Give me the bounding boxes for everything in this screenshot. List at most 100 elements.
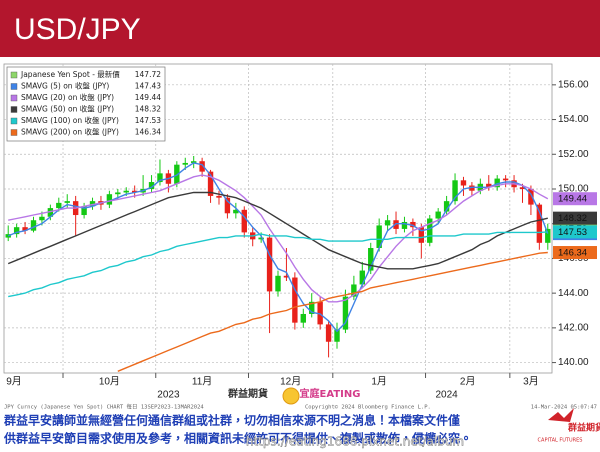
candle-body: [452, 180, 458, 202]
disclaimer: 供群益早安節目需求使用及參考，相關資訊未經許可不得提供、複製或散佈，侵權必究。: [3, 431, 472, 446]
x-tick-label: 12月: [280, 376, 301, 388]
candle-body: [502, 178, 509, 181]
ma-line: [117, 251, 548, 372]
y-tick-label: 154.00: [558, 114, 589, 125]
candle-body: [359, 270, 366, 285]
x-tick-label: 11月: [192, 376, 212, 388]
x-tick-label: 9月: [6, 376, 22, 388]
y-tick-label: 150.00: [558, 184, 589, 195]
logo-mark: [548, 408, 574, 422]
watermark: https://eating1688.pixnet.net/album: [246, 435, 464, 449]
x-tick-label: 3月: [523, 376, 539, 388]
candle-body: [216, 195, 222, 198]
last-value-label: 147.53: [558, 227, 587, 238]
candle-body: [368, 248, 374, 271]
candle-body: [325, 324, 332, 342]
candle-body: [545, 228, 551, 243]
legend-value: 147.72: [135, 70, 161, 79]
candle-body: [486, 183, 492, 188]
candle-body: [123, 190, 129, 193]
copyright: Copyright© 2024 Bloomberg Finance L.P.: [305, 405, 431, 411]
logo-right: 群益期貨: [567, 422, 600, 434]
candle-body: [519, 187, 526, 189]
candle-body: [469, 185, 475, 191]
legend-label: SMAVG (50) on 收盤 (JPY): [21, 104, 114, 114]
candle-body: [443, 201, 450, 212]
last-value-label: 148.32: [558, 213, 587, 224]
y-tick-label: 152.00: [558, 149, 589, 160]
title-banner: [0, 0, 600, 57]
candle-body: [115, 192, 121, 195]
last-value-tag: [553, 192, 597, 206]
candle-body: [64, 201, 70, 203]
y-tick-label: 156.00: [558, 79, 589, 90]
candle-body: [241, 209, 247, 233]
candle-body: [384, 220, 391, 226]
candle-body: [224, 197, 231, 214]
y-tick-label: 140.00: [558, 357, 589, 368]
x-year-label: 2023: [157, 390, 180, 401]
candle-body: [89, 201, 96, 207]
candle-body: [22, 227, 28, 231]
candle-body: [536, 204, 543, 243]
candle-body: [309, 301, 315, 314]
candle-body: [148, 182, 155, 189]
legend-swatch: [10, 117, 18, 125]
candle-body: [334, 329, 340, 342]
legend-swatch: [10, 129, 18, 136]
legend-value: 146.34: [135, 128, 161, 137]
candle-body: [435, 211, 441, 219]
candle-body: [190, 161, 197, 163]
candle-body: [410, 221, 416, 228]
candle-body: [131, 190, 138, 193]
last-value-label: 146.34: [558, 248, 587, 259]
candle-body: [157, 173, 163, 183]
candle-body: [283, 275, 290, 278]
candle-body: [300, 313, 306, 323]
sun-icon: [282, 387, 300, 405]
legend-swatch: [10, 94, 18, 102]
legend-label: SMAVG (100) on 收盤 (JPY): [21, 115, 119, 125]
candle-body: [81, 206, 87, 216]
logo-right-en: CAPITAL FUTURES: [538, 438, 583, 444]
legend-label: SMAVG (200) on 收盤 (JPY): [21, 127, 119, 137]
x-tick-label: 2月: [460, 376, 476, 388]
ma-line: [8, 231, 548, 298]
timestamp: 14-Mar-2024 05:07:47: [531, 405, 597, 411]
legend-swatch: [10, 71, 18, 79]
candle-body: [56, 202, 62, 209]
candle-body: [39, 216, 45, 221]
last-value-tag: [553, 211, 597, 225]
x-tick-label: 1月: [371, 376, 387, 388]
x-year-label: 2024: [435, 390, 458, 401]
y-tick-label: 144.00: [558, 288, 589, 299]
y-tick-label: 142.00: [558, 323, 589, 334]
disclaimer: 群益早安講師並無經營任何通信群組或社群，切勿相信來源不明之消息！本檔案文件僅: [3, 413, 460, 428]
candle-body: [494, 178, 500, 188]
legend-label: Japanese Yen Spot - 最新價: [20, 69, 120, 79]
candle-body: [266, 237, 273, 292]
legend-value: 147.53: [135, 116, 161, 125]
legend-value: 147.43: [135, 82, 161, 91]
candle-body: [258, 237, 264, 240]
ma-line: [8, 174, 549, 303]
candle-body: [182, 162, 188, 165]
candle-body: [30, 220, 37, 231]
candle-body: [317, 301, 323, 325]
candle-body: [418, 227, 425, 243]
candle-body: [47, 208, 54, 217]
logo-text: 宜庭EATING: [300, 387, 361, 400]
last-value-label: 149.44: [558, 194, 587, 205]
legend-label: SMAVG (5) on 收盤 (JPY): [21, 81, 109, 91]
candle-body: [342, 296, 349, 330]
legend-label: SMAVG (20) on 收盤 (JPY): [21, 92, 114, 102]
candle-body: [199, 161, 205, 172]
candle-body: [292, 277, 298, 323]
candle-body: [351, 284, 357, 297]
candle-body: [233, 209, 239, 214]
last-value-tag: [553, 246, 597, 260]
last-value-tag: [553, 225, 597, 239]
candle-body: [528, 188, 534, 205]
